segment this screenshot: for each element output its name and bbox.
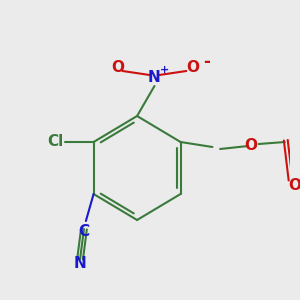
- Text: O: O: [244, 137, 257, 152]
- Text: +: +: [160, 65, 169, 75]
- Text: Cl: Cl: [47, 134, 63, 149]
- Text: O: O: [187, 61, 200, 76]
- Text: O: O: [288, 178, 300, 193]
- Text: N: N: [148, 70, 161, 86]
- Text: C: C: [78, 224, 89, 238]
- Text: O: O: [111, 61, 124, 76]
- Text: -: -: [203, 53, 210, 71]
- Text: N: N: [74, 256, 86, 271]
